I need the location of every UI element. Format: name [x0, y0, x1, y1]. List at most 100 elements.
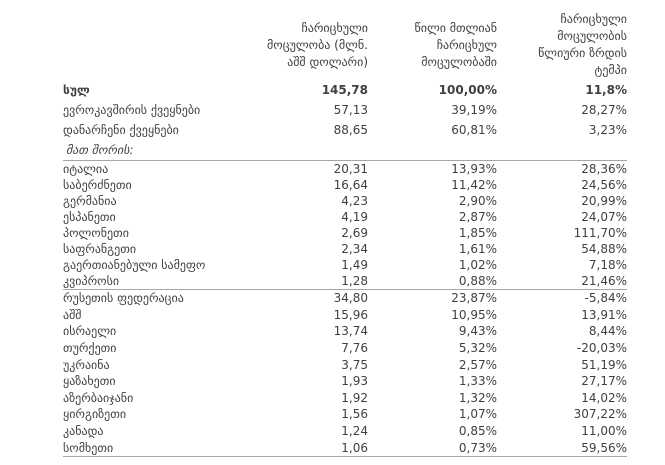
growth-value: 21,46% [581, 274, 627, 288]
share-value: 13,93% [451, 162, 497, 176]
share-value: 1,85% [458, 226, 497, 240]
share-value: 5,32% [458, 341, 497, 356]
table-row: საბერძნეთი 16,64 11,42% 24,56% [63, 177, 627, 193]
growth-value: 24,07% [581, 210, 627, 224]
growth-value: -5,84% [584, 291, 627, 306]
growth-value: 11,00% [581, 424, 627, 439]
volume-value: 15,96 [333, 307, 368, 322]
table-row: ისრაელი 13,74 9,43% 8,44% [63, 323, 627, 340]
country-label: ყაზახეთი [63, 374, 116, 389]
table-row: კანადა 1,24 0,85% 11,00% [63, 423, 627, 440]
table-row: დანარჩენი ქვეყნები 88,65 60,81% 3,23% [63, 120, 627, 140]
country-label: რუსეთის ფედერაცია [63, 291, 184, 306]
table-body: სულ 145,78 100,00% 11,8% ევროკავშირის ქვეყნე… [63, 80, 627, 456]
table-row: ყირგიზეთი 1,56 1,07% 307,22% [63, 406, 627, 423]
share-value: 100,00% [438, 83, 497, 97]
share-value: 1,33% [458, 374, 497, 389]
country-label: უკრაინა [63, 357, 110, 372]
table-row: გაერთიანებული სამეფო 1,49 1,02% 7,18% [63, 257, 627, 273]
growth-value: 51,19% [581, 357, 627, 372]
table-row: ესპანეთი 4,19 2,87% 24,07% [63, 209, 627, 225]
table-row: პოლონეთი 2,69 1,85% 111,70% [63, 225, 627, 241]
table-row: აშშ 15,96 10,95% 13,91% [63, 307, 627, 324]
volume-value: 2,34 [341, 242, 368, 256]
share-value: 1,61% [458, 242, 497, 256]
volume-value: 3,75 [341, 357, 368, 372]
table-row: საფრანგეთი 2,34 1,61% 54,88% [63, 241, 627, 257]
country-label: ევროკავშირის ქვეყნები [63, 103, 201, 117]
growth-value: 24,56% [581, 178, 627, 192]
country-label: კანადა [63, 424, 104, 439]
header-share: წილი მთლიან ჩარიცხულ მოცულობაში [414, 20, 497, 69]
table-row: აზერბაიჯანი 1,92 1,32% 14,02% [63, 390, 627, 407]
growth-value: 13,91% [581, 307, 627, 322]
table-row: სომხეთი 1,06 0,73% 59,56% [63, 439, 627, 456]
volume-value: 4,23 [341, 194, 368, 208]
table-row: ყაზახეთი 1,93 1,33% 27,17% [63, 373, 627, 390]
table-header-row: ჩარიცხული მოცულობა (მლნ. აშშ დოლარი) წილ… [63, 10, 627, 80]
table-row: მათ შორის: [63, 140, 627, 160]
table-row: გერმანია 4,23 2,90% 20,99% [63, 193, 627, 209]
country-label: ყირგიზეთი [63, 407, 127, 422]
volume-value: 1,56 [341, 407, 368, 422]
growth-value: 27,17% [581, 374, 627, 389]
volume-value: 16,64 [333, 178, 368, 192]
share-value: 60,81% [451, 123, 497, 137]
growth-value: 307,22% [573, 407, 627, 422]
growth-value: 28,36% [581, 162, 627, 176]
share-value: 2,87% [458, 210, 497, 224]
share-value: 39,19% [451, 103, 497, 117]
volume-value: 1,49 [341, 258, 368, 272]
growth-value: 59,56% [581, 440, 627, 455]
table-bottom-rule [63, 455, 627, 457]
volume-value: 1,92 [341, 390, 368, 405]
volume-value: 34,80 [333, 291, 368, 306]
growth-value: 111,70% [573, 226, 627, 240]
volume-value: 20,31 [333, 162, 368, 176]
country-label: კვიპროსი [63, 274, 120, 288]
share-value: 1,32% [458, 390, 497, 405]
share-value: 11,42% [451, 178, 497, 192]
growth-value: 8,44% [588, 324, 627, 339]
table-row: თურქეთი 7,76 5,32% -20,03% [63, 340, 627, 357]
country-label: საფრანგეთი [63, 242, 137, 256]
country-label: დანარჩენი ქვეყნები [63, 123, 179, 137]
country-label: იტალია [63, 162, 109, 176]
volume-value: 7,76 [341, 341, 368, 356]
country-label: აზერბაიჯანი [63, 390, 134, 405]
country-label: აშშ [63, 307, 82, 322]
volume-value: 88,65 [333, 123, 368, 137]
volume-value: 1,06 [341, 440, 368, 455]
growth-value: 28,27% [581, 103, 627, 117]
country-label: ესპანეთი [63, 210, 116, 224]
table-section: რუსეთის ფედერაცია 34,80 23,87% -5,84% აშშ 15,… [63, 289, 627, 456]
country-label: გაერთიანებული სამეფო [63, 258, 206, 272]
share-value: 2,57% [458, 357, 497, 372]
table-row: უკრაინა 3,75 2,57% 51,19% [63, 356, 627, 373]
growth-value: 7,18% [588, 258, 627, 272]
table-row: კვიპროსი 1,28 0,88% 21,46% [63, 273, 627, 289]
volume-value: 1,28 [341, 274, 368, 288]
table-section: იტალია 20,31 13,93% 28,36% საბერძნეთი 16,64 11… [63, 160, 627, 289]
table-row: იტალია 20,31 13,93% 28,36% [63, 161, 627, 177]
country-label: პოლონეთი [63, 226, 129, 240]
growth-value: 14,02% [581, 390, 627, 405]
growth-value: 3,23% [588, 123, 627, 137]
table-row: სულ 145,78 100,00% 11,8% [63, 80, 627, 100]
volume-value: 13,74 [333, 324, 368, 339]
growth-value: -20,03% [576, 341, 627, 356]
share-value: 0,88% [458, 274, 497, 288]
share-value: 2,90% [458, 194, 497, 208]
country-label: მათ შორის: [66, 143, 134, 157]
share-value: 0,85% [458, 424, 497, 439]
share-value: 10,95% [451, 307, 497, 322]
volume-value: 2,69 [341, 226, 368, 240]
table-section: სულ 145,78 100,00% 11,8% ევროკავშირის ქვეყნე… [63, 80, 627, 160]
volume-value: 57,13 [333, 103, 368, 117]
volume-value: 1,24 [341, 424, 368, 439]
share-value: 1,07% [458, 407, 497, 422]
country-label: საბერძნეთი [63, 178, 132, 192]
volume-value: 4,19 [341, 210, 368, 224]
header-volume: ჩარიცხული მოცულობა (მლნ. აშშ დოლარი) [267, 20, 368, 69]
volume-value: 145,78 [321, 83, 368, 97]
